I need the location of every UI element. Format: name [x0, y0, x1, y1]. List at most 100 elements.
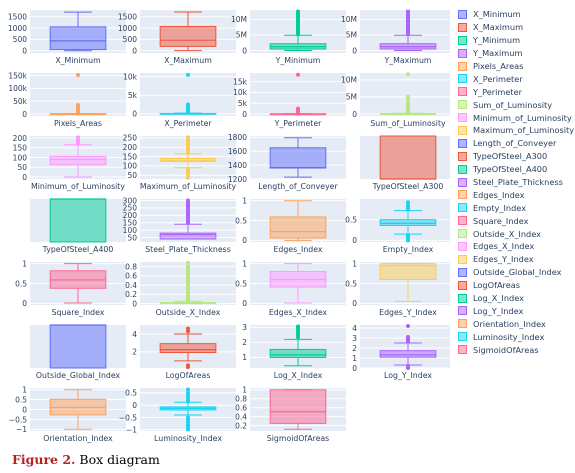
outlier-point — [186, 135, 190, 140]
legend-entry[interactable]: Y_Perimeter — [458, 85, 573, 98]
y-tick-label: 15k — [233, 77, 248, 86]
legend-swatch — [458, 61, 467, 71]
legend-entry[interactable]: Y_Minimum — [458, 34, 573, 47]
outlier-point — [296, 9, 300, 14]
y-tick-label: 0 — [352, 364, 357, 373]
legend-entry[interactable]: Log_X_Index — [458, 292, 573, 305]
legend-label: Log_Y_Index — [473, 305, 524, 316]
legend-label: Outside_Global_Index — [473, 267, 562, 278]
legend-entry[interactable]: Edges_X_Index — [458, 240, 573, 253]
legend-label: Minimum_of_Luminosity — [473, 112, 572, 123]
legend-swatch — [458, 125, 467, 135]
y-tick-label: 3 — [242, 323, 247, 332]
outlier-point — [406, 72, 410, 77]
legend-swatch — [458, 9, 467, 19]
subplot-Length_of_Conveyer: 1200 1400 1600 1800 Length_of_Conveyer — [228, 133, 346, 191]
outlier-point — [406, 324, 410, 328]
subplot-Outside_X_Index: 00.20.40.60.8 Outside_X_Index — [125, 260, 236, 317]
x-axis-label: X_Minimum — [55, 56, 100, 65]
legend-entry[interactable]: Y_Maximum — [458, 47, 573, 60]
box-iqr — [269, 216, 327, 239]
legend-swatch — [458, 74, 467, 84]
legend-entry[interactable]: Empty_Index — [458, 201, 573, 214]
legend-label: Square_Index — [473, 215, 529, 226]
y-tick-label: 1 — [242, 353, 247, 362]
y-tick-label: 0 — [352, 110, 357, 119]
legend-entry[interactable]: Minimum_of_Luminosity — [458, 111, 573, 124]
y-tick-label: 1 — [242, 196, 247, 205]
box-iqr — [49, 198, 107, 243]
subplot-X_Perimeter: 0 5k 10k X_Perimeter — [123, 73, 236, 128]
y-tick-label: 1 — [352, 259, 357, 268]
y-tick-label: 0.5 — [125, 389, 137, 398]
y-tick-label: 0 — [352, 236, 357, 245]
y-tick-label: 0 — [132, 47, 137, 56]
legend-label: SigmoidOfAreas — [473, 344, 539, 355]
y-tick-label: 1400 — [228, 161, 247, 170]
legend-label: Sum_of_Luminosity — [473, 99, 553, 110]
legend-entry[interactable]: X_Perimeter — [458, 72, 573, 85]
legend-swatch — [458, 164, 467, 174]
outlier-point — [76, 73, 80, 78]
y-tick-label: 0.5 — [345, 215, 357, 224]
legend-entry[interactable]: Square_Index — [458, 214, 573, 227]
x-axis-label: Y_Minimum — [275, 56, 321, 65]
outlier-point — [186, 72, 190, 77]
legend-label: Y_Maximum — [473, 48, 523, 59]
x-axis-label: Maximum_of_Luminosity — [140, 182, 237, 191]
legend-label: TypeOfSteel_A300 — [473, 151, 548, 162]
box-iqr — [49, 324, 107, 369]
outlier-point — [406, 98, 410, 103]
x-axis-label: Log_X_Index — [274, 371, 323, 380]
legend-entry[interactable]: Length_of_Conveyer — [458, 137, 573, 150]
outlier-point — [76, 102, 80, 107]
outlier-point — [406, 203, 410, 208]
subplot-Log_X_Index: 1 2 3 Log_X_Index — [242, 323, 346, 380]
y-tick-label: 0 — [242, 46, 247, 55]
box-iqr — [49, 26, 107, 51]
x-axis-label: Log_Y_Index — [384, 371, 432, 380]
legend-entry[interactable]: Pixels_Areas — [458, 60, 573, 73]
legend-entry[interactable]: Luminosity_Index — [458, 330, 573, 343]
y-tick-label: 5k — [128, 91, 138, 100]
outlier-point — [186, 198, 190, 203]
legend-entry[interactable]: Edges_Y_Index — [458, 253, 573, 266]
legend-swatch — [458, 48, 467, 58]
legend-swatch — [458, 254, 467, 264]
outlier-point — [406, 101, 410, 106]
legend-entry[interactable]: X_Maximum — [458, 21, 573, 34]
y-tick-label: 10k — [233, 88, 248, 97]
legend-swatch — [458, 35, 467, 45]
legend-entry[interactable]: Maximum_of_Luminosity — [458, 124, 574, 137]
legend-label: Luminosity_Index — [473, 331, 545, 342]
y-tick-label: 4 — [352, 324, 357, 333]
x-axis-label: X_Perimeter — [164, 119, 212, 128]
legend-entry[interactable]: TypeOfSteel_A300 — [458, 150, 573, 163]
legend-entry[interactable]: LogOfAreas — [458, 279, 573, 292]
legend-swatch — [458, 345, 467, 355]
legend-label: X_Perimeter — [473, 73, 523, 84]
caption-label: Figure 2. — [12, 452, 76, 467]
box-iqr — [159, 25, 217, 47]
legend-entry[interactable]: TypeOfSteel_A400 — [458, 163, 573, 176]
legend-entry[interactable]: X_Minimum — [458, 8, 573, 21]
legend-entry[interactable]: Outside_X_Index — [458, 227, 573, 240]
box-iqr — [269, 389, 327, 424]
legend-entry[interactable]: Outside_Global_Index — [458, 266, 573, 279]
outlier-point — [76, 135, 80, 140]
subplot-Luminosity_Index: −1 −0.5 0 0.5 Luminosity_Index — [119, 387, 236, 443]
y-tick-label: 1600 — [228, 147, 247, 156]
legend-entry[interactable]: Sum_of_Luminosity — [458, 98, 573, 111]
legend-entry[interactable]: Edges_Index — [458, 188, 573, 201]
y-tick-label: 1 — [242, 259, 247, 268]
legend-entry[interactable]: SigmoidOfAreas — [458, 343, 573, 356]
subplot-LogOfAreas: 2 4 LogOfAreas — [132, 325, 236, 380]
legend-entry[interactable]: Orientation_Index — [458, 317, 573, 330]
legend-swatch — [458, 293, 467, 303]
legend-label: Y_Perimeter — [473, 86, 523, 97]
subplot-Y_Minimum: 0 5M 10M Y_Minimum — [231, 9, 346, 65]
legend-entry[interactable]: Steel_Plate_Thickness — [458, 176, 573, 189]
outlier-point — [406, 200, 410, 205]
legend-entry[interactable]: Log_Y_Index — [458, 304, 573, 317]
